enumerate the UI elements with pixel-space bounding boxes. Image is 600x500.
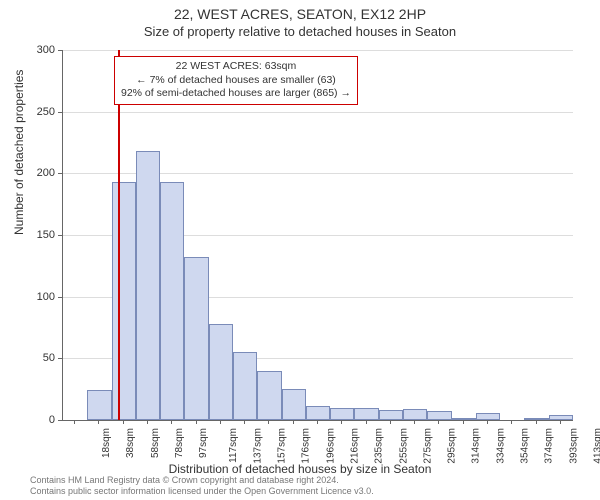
annotation-line-2: ← 7% of detached houses are smaller (63) [121, 74, 351, 88]
x-tick-label: 295sqm [447, 428, 458, 464]
y-axis-title: Number of detached properties [12, 70, 26, 235]
x-tick-label: 235sqm [374, 428, 385, 464]
x-tick-label: 137sqm [252, 428, 263, 464]
x-tick-mark [414, 420, 415, 424]
page-title: 22, WEST ACRES, SEATON, EX12 2HP [0, 0, 600, 22]
x-tick-label: 354sqm [520, 428, 531, 464]
x-tick-label: 176sqm [301, 428, 312, 464]
plot-area: 22 WEST ACRES: 63sqm ← 7% of detached ho… [62, 50, 573, 421]
x-tick-mark [438, 420, 439, 424]
y-tick-label: 50 [25, 352, 55, 364]
x-tick-mark [220, 420, 221, 424]
page-subtitle: Size of property relative to detached ho… [0, 22, 600, 39]
x-tick-mark [123, 420, 124, 424]
histogram-bar [524, 418, 548, 420]
x-tick-label: 117sqm [227, 428, 238, 463]
y-tick-label: 300 [25, 44, 55, 56]
annotation-box: 22 WEST ACRES: 63sqm ← 7% of detached ho… [114, 56, 358, 105]
x-tick-mark [487, 420, 488, 424]
histogram-bar [112, 182, 136, 420]
x-tick-mark [74, 420, 75, 424]
x-tick-mark [341, 420, 342, 424]
histogram-bar [330, 408, 354, 420]
annotation-line-3: 92% of semi-detached houses are larger (… [121, 87, 351, 101]
x-tick-label: 157sqm [277, 428, 288, 464]
histogram-bar [379, 410, 403, 420]
footer-line-1: Contains HM Land Registry data © Crown c… [30, 475, 374, 486]
histogram-bar [184, 257, 208, 420]
histogram-bar [87, 390, 111, 420]
x-tick-label: 334sqm [495, 428, 506, 464]
x-tick-label: 78sqm [174, 428, 185, 458]
histogram-bar [452, 418, 476, 420]
y-tick-label: 150 [25, 229, 55, 241]
x-tick-mark [560, 420, 561, 424]
histogram-bar [257, 371, 281, 420]
x-tick-label: 413sqm [592, 428, 600, 464]
x-tick-label: 314sqm [471, 428, 482, 464]
chart-container: 22, WEST ACRES, SEATON, EX12 2HP Size of… [0, 0, 600, 500]
x-tick-mark [171, 420, 172, 424]
x-tick-mark [268, 420, 269, 424]
x-tick-label: 275sqm [422, 428, 433, 464]
x-tick-mark [536, 420, 537, 424]
gridline [63, 50, 573, 51]
x-tick-label: 58sqm [150, 428, 161, 458]
histogram-bar [136, 151, 160, 420]
y-tick-label: 250 [25, 106, 55, 118]
x-tick-mark [390, 420, 391, 424]
x-tick-mark [317, 420, 318, 424]
y-tick-label: 200 [25, 167, 55, 179]
histogram-bar [233, 352, 257, 420]
annotation-line-1: 22 WEST ACRES: 63sqm [121, 60, 351, 74]
x-tick-mark [366, 420, 367, 424]
gridline [63, 112, 573, 113]
x-tick-mark [147, 420, 148, 424]
property-marker-line [118, 50, 120, 420]
histogram-bar [354, 408, 378, 420]
histogram-bar [403, 409, 427, 420]
histogram-bar [476, 413, 500, 420]
x-tick-label: 255sqm [398, 428, 409, 464]
footer-line-2: Contains public sector information licen… [30, 486, 374, 497]
histogram-bar [209, 324, 233, 420]
y-tick-label: 0 [25, 414, 55, 426]
x-tick-mark [98, 420, 99, 424]
histogram-bar [282, 389, 306, 420]
x-tick-label: 393sqm [568, 428, 579, 464]
x-tick-mark [244, 420, 245, 424]
x-tick-label: 374sqm [544, 428, 555, 464]
x-tick-label: 97sqm [198, 428, 209, 458]
y-tick-label: 100 [25, 291, 55, 303]
histogram-bar [427, 411, 451, 420]
histogram-bar [306, 406, 330, 420]
x-tick-label: 196sqm [325, 428, 336, 464]
x-tick-mark [463, 420, 464, 424]
x-axis-title: Distribution of detached houses by size … [0, 462, 600, 476]
x-tick-label: 18sqm [101, 428, 112, 458]
histogram-bar [549, 415, 573, 420]
x-tick-label: 38sqm [125, 428, 136, 458]
x-tick-mark [511, 420, 512, 424]
footer-attribution: Contains HM Land Registry data © Crown c… [30, 475, 374, 497]
x-tick-label: 216sqm [350, 428, 361, 464]
x-tick-mark [293, 420, 294, 424]
x-tick-mark [196, 420, 197, 424]
histogram-bar [160, 182, 184, 420]
